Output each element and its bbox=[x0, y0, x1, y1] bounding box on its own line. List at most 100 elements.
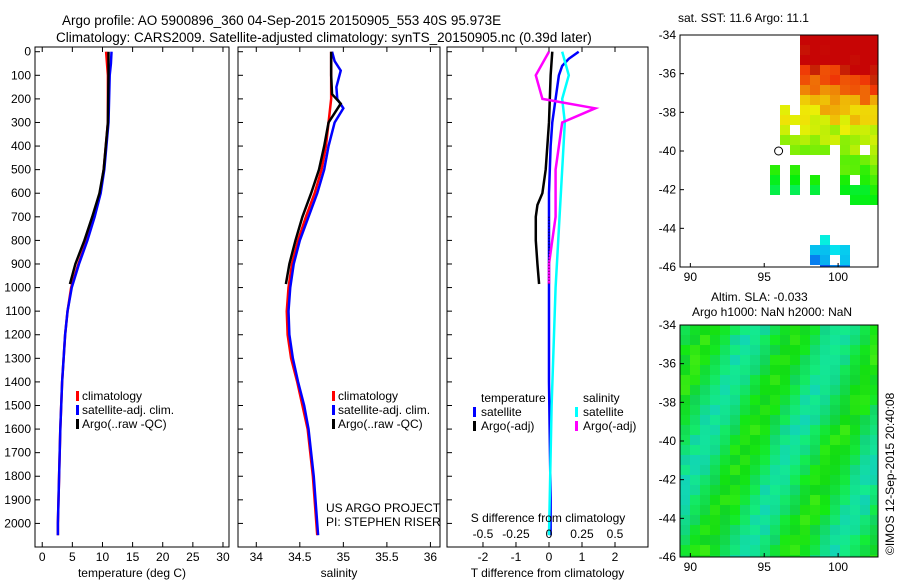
series-climatology bbox=[56, 51, 110, 536]
legend-swatch bbox=[332, 405, 335, 415]
heatmap-cell bbox=[760, 335, 770, 345]
heatmap-cell bbox=[800, 475, 810, 485]
heatmap-cell bbox=[770, 535, 780, 545]
heatmap-cell bbox=[820, 545, 830, 555]
heatmap-cell bbox=[740, 375, 750, 385]
map-x-tick-label: 100 bbox=[828, 270, 848, 284]
heatmap-cell bbox=[720, 505, 730, 515]
heatmap-cell bbox=[790, 115, 800, 125]
heatmap-cell bbox=[840, 445, 850, 455]
heatmap-cell bbox=[720, 525, 730, 535]
series-s-argo-adj- bbox=[534, 51, 600, 285]
heatmap-cell bbox=[730, 385, 740, 395]
heatmap-cell bbox=[860, 155, 870, 165]
heatmap-cell bbox=[860, 45, 870, 55]
heatmap-cell bbox=[710, 425, 720, 435]
heatmap-cell bbox=[800, 415, 810, 425]
heatmap-cell bbox=[770, 355, 780, 365]
heatmap-cell bbox=[700, 535, 710, 545]
heatmap-cell bbox=[850, 335, 860, 345]
heatmap-cell bbox=[830, 245, 840, 255]
heatmap-cell bbox=[830, 455, 840, 465]
heatmap-cell bbox=[850, 55, 860, 65]
heatmap-cell bbox=[780, 435, 790, 445]
heatmap-cell bbox=[730, 465, 740, 475]
credit-text: ©IMOS 12-Sep-2015 20:40:08 bbox=[883, 392, 897, 555]
heatmap-cell bbox=[840, 325, 850, 335]
heatmap-cell bbox=[800, 375, 810, 385]
heatmap-cell bbox=[710, 475, 720, 485]
heatmap-cell bbox=[870, 125, 878, 135]
heatmap-cell bbox=[840, 65, 850, 75]
heatmap-cell bbox=[860, 115, 870, 125]
heatmap-cell bbox=[790, 555, 800, 557]
map-y-tick-label: -46 bbox=[659, 260, 677, 274]
heatmap-cell bbox=[700, 445, 710, 455]
heatmap-cell bbox=[770, 435, 780, 445]
heatmap-cell bbox=[780, 445, 790, 455]
heatmap-cell bbox=[870, 65, 878, 75]
legend-swatch bbox=[332, 391, 335, 401]
heatmap-cell bbox=[840, 35, 850, 45]
heatmap-cell bbox=[860, 135, 870, 145]
heatmap-cell bbox=[730, 555, 740, 557]
heatmap-cell bbox=[860, 345, 870, 355]
heatmap-cell bbox=[690, 325, 700, 335]
heatmap-cell bbox=[730, 535, 740, 545]
x2-tick-label: -0.5 bbox=[473, 527, 494, 541]
difference-xlabel: T difference from climatology bbox=[471, 566, 625, 580]
heatmap-cell bbox=[830, 375, 840, 385]
x-tick-label: 10 bbox=[96, 550, 110, 564]
heatmap-cell bbox=[710, 405, 720, 415]
heatmap-cell bbox=[740, 475, 750, 485]
map-y-tick-label: -36 bbox=[659, 357, 677, 371]
heatmap-cell bbox=[820, 375, 830, 385]
heatmap-cell bbox=[840, 535, 850, 545]
heatmap-cell bbox=[870, 415, 878, 425]
heatmap-cell bbox=[870, 375, 878, 385]
heatmap-cell bbox=[740, 405, 750, 415]
map-y-tick-label: -44 bbox=[659, 511, 677, 525]
map-y-tick-label: -42 bbox=[659, 473, 677, 487]
heatmap-cell bbox=[800, 65, 810, 75]
heatmap-cell bbox=[830, 395, 840, 405]
heatmap-cell bbox=[710, 385, 720, 395]
legend-swatch bbox=[473, 407, 476, 417]
heatmap-cell bbox=[810, 445, 820, 455]
heatmap-cell bbox=[810, 545, 820, 555]
legend-entry: Argo(-adj) bbox=[481, 419, 534, 433]
heatmap-cell bbox=[850, 535, 860, 545]
heatmap-cell bbox=[810, 455, 820, 465]
heatmap-cell bbox=[680, 335, 690, 345]
heatmap-cell bbox=[760, 345, 770, 355]
heatmap-cell bbox=[830, 465, 840, 475]
heatmap-cell bbox=[840, 365, 850, 375]
heatmap-cell bbox=[810, 475, 820, 485]
heatmap-cell bbox=[850, 515, 860, 525]
heatmap-cell bbox=[810, 185, 820, 195]
heatmap-cell bbox=[820, 415, 830, 425]
heatmap-cell bbox=[800, 485, 810, 495]
heatmap-cell bbox=[820, 145, 830, 155]
series-climatology bbox=[285, 51, 333, 536]
heatmap-cell bbox=[810, 505, 820, 515]
heatmap-cell bbox=[810, 75, 820, 85]
heatmap-cell bbox=[700, 345, 710, 355]
heatmap-cell bbox=[750, 525, 760, 535]
heatmap-cell bbox=[830, 55, 840, 65]
heatmap-cell bbox=[810, 465, 820, 475]
heatmap-cell bbox=[710, 435, 720, 445]
heatmap-cell bbox=[840, 85, 850, 95]
series-argo-raw-qc- bbox=[284, 51, 343, 285]
x-tick-label: 36 bbox=[424, 550, 438, 564]
heatmap-cell bbox=[770, 165, 780, 175]
heatmap-cell bbox=[740, 545, 750, 555]
heatmap-cell bbox=[750, 455, 760, 465]
heatmap-cell bbox=[720, 435, 730, 445]
heatmap-cell bbox=[870, 535, 878, 545]
heatmap-cell bbox=[770, 475, 780, 485]
heatmap-cell bbox=[750, 345, 760, 355]
heatmap-cell bbox=[770, 405, 780, 415]
heatmap-cell bbox=[710, 505, 720, 515]
heatmap-cell bbox=[800, 525, 810, 535]
